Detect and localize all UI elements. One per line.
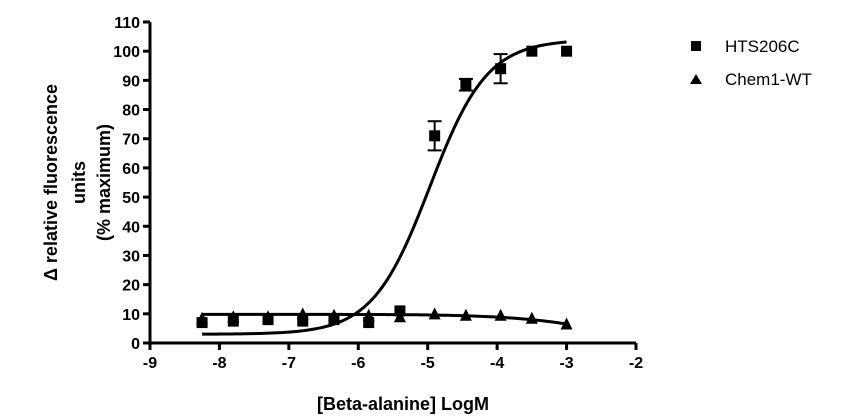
data-point-triangle [393, 310, 406, 323]
x-tick-label: -6 [351, 355, 365, 372]
legend-square-marker [691, 41, 701, 51]
x-tick-label: -3 [559, 355, 573, 372]
legend-item-hts206c: HTS206C [691, 37, 800, 56]
y-tick-label: 20 [122, 278, 140, 295]
axes: 0 10 20 30 40 50 60 70 80 90 100 110 -9 -8 -7 -6 -5 -4 -3… [113, 15, 643, 372]
data-point-triangle [227, 310, 240, 323]
data-point-triangle [296, 307, 309, 320]
x-tick-label: -9 [143, 355, 157, 372]
data-markers [196, 45, 573, 330]
fit-curve-chem1-wt [202, 312, 567, 326]
data-point-square [363, 317, 375, 329]
data-point-triangle [196, 311, 209, 324]
y-tick-label: 80 [122, 103, 140, 120]
data-point-square [526, 45, 538, 57]
y-tick-label: 90 [122, 73, 140, 90]
y-tick-label: 30 [122, 248, 140, 265]
data-point-triangle [525, 311, 538, 324]
y-axis-title-line: units [69, 161, 89, 204]
data-point-square [297, 315, 309, 327]
x-tick-label: -5 [421, 355, 435, 372]
data-point-triangle [494, 308, 507, 321]
data-point-triangle [428, 307, 441, 320]
y-tick-label: 10 [122, 307, 140, 324]
y-axis-title: Δ relative fluorescence units (% maximum… [41, 84, 114, 281]
data-point-square [561, 45, 573, 57]
x-tick-label: -2 [629, 355, 643, 372]
data-point-square [429, 130, 441, 142]
data-point-triangle [362, 308, 375, 321]
legend: HTS206C Chem1-WT [690, 37, 812, 89]
fit-curve-hts206c [202, 40, 567, 336]
legend-label: Chem1-WT [725, 70, 812, 89]
y-tick-label: 50 [122, 190, 140, 207]
data-point-triangle [459, 308, 472, 321]
fit-curves [202, 40, 567, 336]
x-axis-title: [Beta-alanine] LogM [317, 394, 489, 414]
x-ticks: -9 -8 -7 -6 -5 -4 -3 -2 [143, 343, 643, 372]
y-tick-label: 0 [131, 336, 140, 353]
legend-triangle-marker [690, 74, 702, 84]
y-axis-title-line: Δ relative fluorescence [41, 84, 61, 281]
data-point-square [460, 79, 472, 91]
legend-label: HTS206C [725, 37, 800, 56]
y-ticks: 0 10 20 30 40 50 60 70 80 90 100 110 [113, 15, 150, 353]
y-tick-label: 100 [113, 44, 140, 61]
x-tick-label: -4 [490, 355, 504, 372]
y-tick-label: 40 [122, 219, 140, 236]
y-tick-label: 60 [122, 161, 140, 178]
x-tick-label: -7 [282, 355, 296, 372]
legend-item-chem1-wt: Chem1-WT [690, 70, 812, 89]
data-point-triangle [327, 308, 340, 321]
error-bars [427, 53, 508, 152]
y-axis-title-line: (% maximum) [94, 124, 114, 241]
data-point-square [495, 63, 507, 75]
data-point-triangle [262, 310, 275, 323]
y-tick-label: 70 [122, 132, 140, 149]
x-tick-label: -8 [212, 355, 226, 372]
y-tick-label: 110 [114, 15, 140, 32]
data-point-triangle [560, 317, 573, 330]
